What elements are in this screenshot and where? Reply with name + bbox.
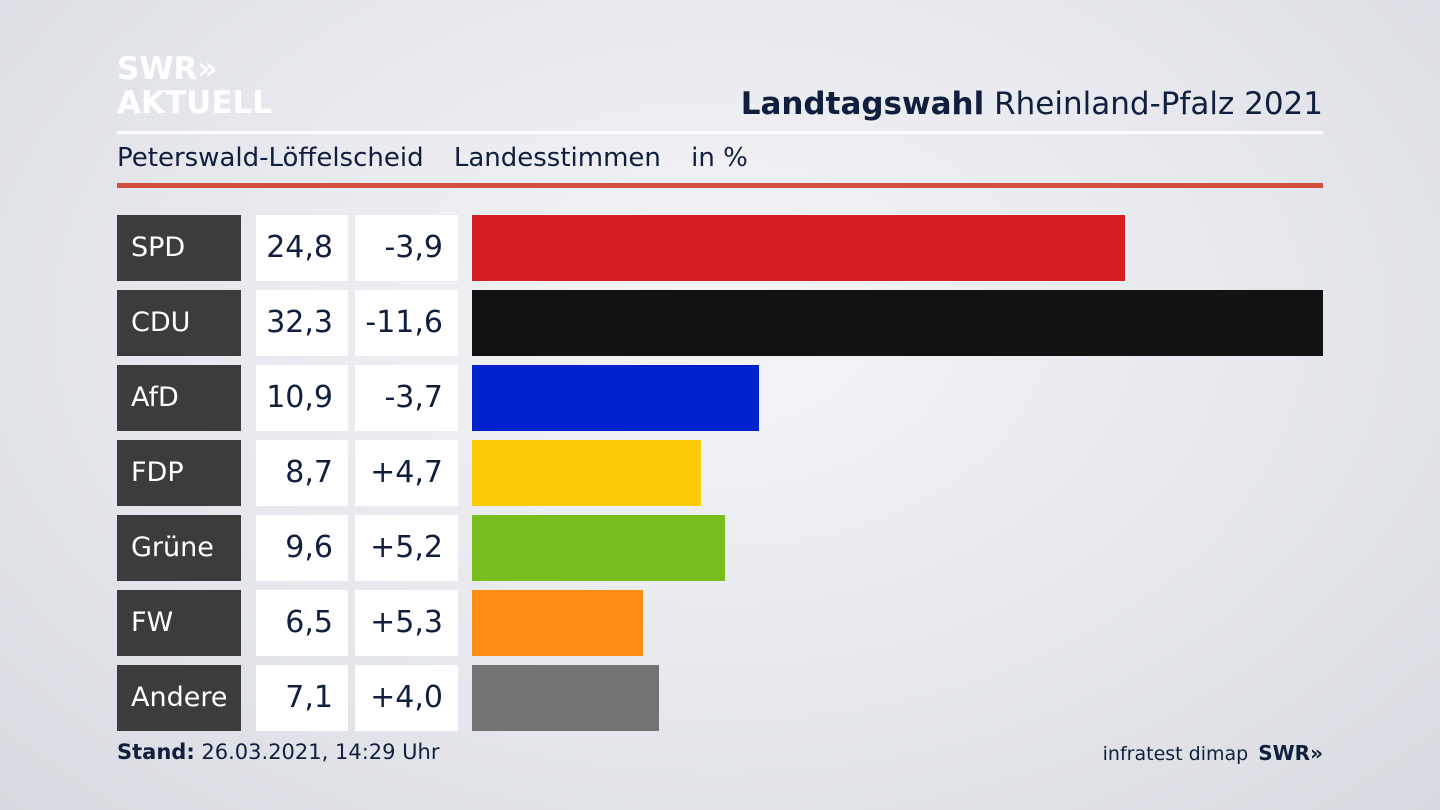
party-label: AfD [117,365,241,431]
vote-share-label: 6,5 [256,590,348,656]
result-row: FW 6,5 +5,3 [117,590,1323,656]
party-label: FDP [117,440,241,506]
party-label: FW [117,590,241,656]
change-label: +4,7 [355,440,458,506]
party-label: SPD [117,215,241,281]
subtitle-unit: in % [691,143,748,173]
vote-share-label: 7,1 [256,665,348,731]
subtitle-divider [117,183,1323,188]
vote-share-label: 9,6 [256,515,348,581]
source-credit: infratest dimap SWR» [1103,741,1323,765]
logo-line-aktuell: AKTUELL [117,85,273,121]
source-name: infratest dimap [1102,743,1249,765]
title-rest: Rheinland-Pfalz 2021 [984,86,1323,122]
title-divider [117,131,1323,134]
subtitle-type: Landesstimmen [453,143,661,173]
swr-aktuell-logo: SWR» AKTUELL [117,52,272,120]
result-bar [472,440,701,506]
change-label: +4,0 [355,665,458,731]
timestamp-value: 26.03.2021, 14:29 Uhr [194,740,440,764]
result-row: CDU 32,3 -11,6 [117,290,1323,356]
vote-share-label: 10,9 [256,365,348,431]
title-bold: Landtagswahl [740,86,985,122]
result-row: Grüne 9,6 +5,2 [117,515,1323,581]
change-label: +5,3 [355,590,458,656]
change-label: -11,6 [355,290,458,356]
vote-share-label: 8,7 [256,440,348,506]
result-bar [472,515,725,581]
timestamp: Stand: 26.03.2021, 14:29 Uhr [117,740,440,764]
logo-line-swr: SWR» [117,51,218,87]
result-bar [472,215,1125,281]
chart-subtitle: Peterswald-Löffelscheid Landesstimmen in… [117,143,770,173]
change-label: +5,2 [355,515,458,581]
result-bar [472,290,1323,356]
change-label: -3,7 [355,365,458,431]
timestamp-label: Stand: [117,740,195,764]
chart-title: Landtagswahl Rheinland-Pfalz 2021 [741,86,1323,122]
party-label: Andere [117,665,241,731]
result-row: SPD 24,8 -3,9 [117,215,1323,281]
subtitle-location: Peterswald-Löffelscheid [117,143,424,173]
vote-share-label: 32,3 [256,290,348,356]
result-bar [472,365,759,431]
result-row: AfD 10,9 -3,7 [117,365,1323,431]
result-row: FDP 8,7 +4,7 [117,440,1323,506]
swr-footer-logo: SWR» [1258,741,1323,765]
result-row: Andere 7,1 +4,0 [117,665,1323,731]
party-label: Grüne [117,515,241,581]
result-bar [472,590,643,656]
change-label: -3,9 [355,215,458,281]
vote-share-label: 24,8 [256,215,348,281]
result-bar [472,665,659,731]
party-label: CDU [117,290,241,356]
